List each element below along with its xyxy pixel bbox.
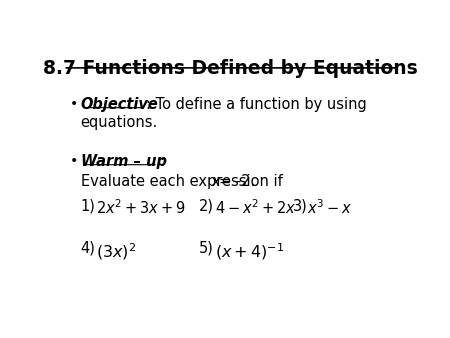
- Text: $x^3-x$: $x^3-x$: [307, 198, 353, 217]
- Text: $4-x^2+2x$: $4-x^2+2x$: [215, 198, 297, 217]
- Text: $2x^2+3x+9$: $2x^2+3x+9$: [96, 198, 186, 217]
- Text: $\left(3x\right)^2$: $\left(3x\right)^2$: [96, 241, 137, 262]
- Text: :: :: [159, 154, 164, 169]
- Text: 3): 3): [293, 198, 308, 213]
- Text: 4): 4): [81, 241, 95, 256]
- Text: 1): 1): [81, 198, 95, 213]
- Text: equations.: equations.: [81, 115, 158, 130]
- Text: 5): 5): [199, 241, 214, 256]
- Text: $\left(x+4\right)^{-1}$: $\left(x+4\right)^{-1}$: [215, 241, 284, 262]
- Text: $x$: $x$: [211, 174, 222, 189]
- Text: 8.7 Functions Defined by Equations: 8.7 Functions Defined by Equations: [43, 59, 418, 78]
- Text: Warm – up: Warm – up: [81, 154, 166, 169]
- Text: Evaluate each expression if: Evaluate each expression if: [81, 174, 287, 189]
- Text: •: •: [70, 154, 78, 168]
- Text: Objective: Objective: [81, 97, 158, 112]
- Text: : To define a function by using: : To define a function by using: [146, 97, 367, 112]
- Text: 2): 2): [199, 198, 214, 213]
- Text: = -2.: = -2.: [220, 174, 256, 189]
- Text: •: •: [70, 97, 78, 111]
